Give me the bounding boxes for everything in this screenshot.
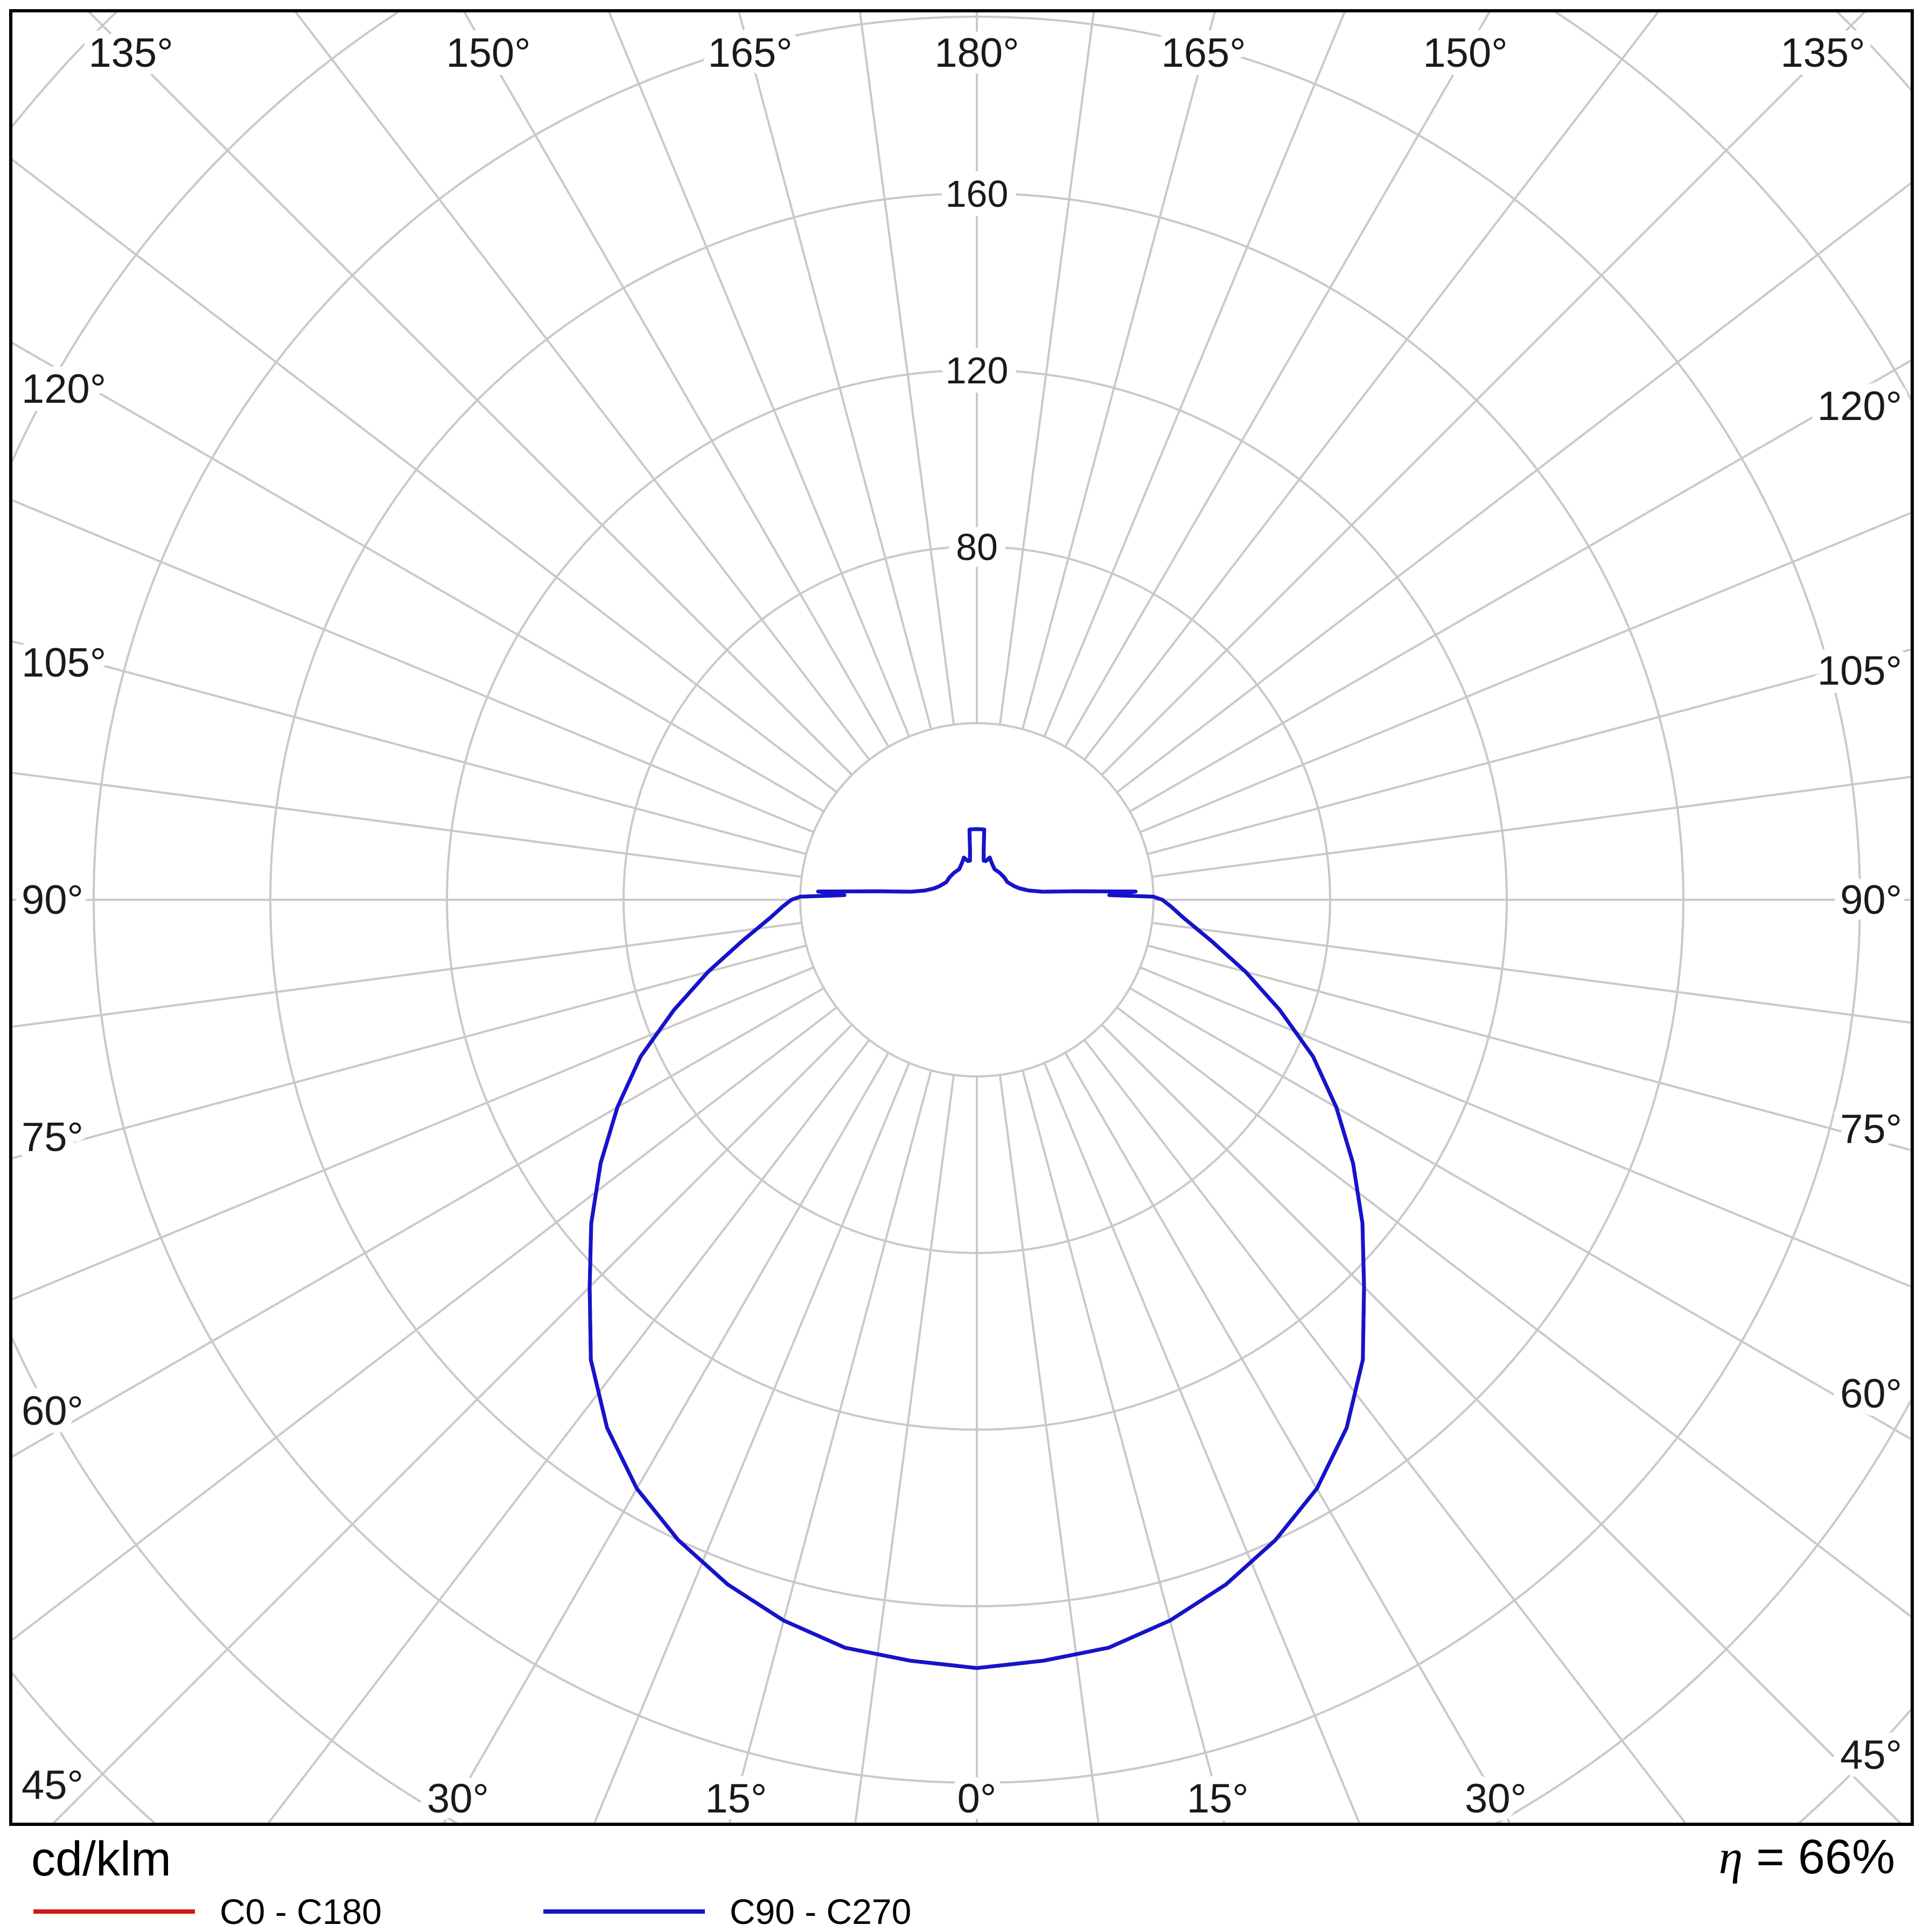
svg-text:135°: 135° xyxy=(88,30,173,76)
eta-symbol: η xyxy=(1718,1831,1743,1884)
legend-item-c0-c180: C0 - C180 xyxy=(33,1891,382,1932)
svg-text:60°: 60° xyxy=(22,1388,83,1434)
svg-text:135°: 135° xyxy=(1780,30,1865,76)
svg-text:160: 160 xyxy=(946,173,1009,215)
svg-text:120°: 120° xyxy=(1817,383,1902,429)
svg-text:75°: 75° xyxy=(1840,1107,1902,1152)
svg-text:165°: 165° xyxy=(1161,30,1246,76)
svg-text:165°: 165° xyxy=(708,30,792,76)
svg-text:105°: 105° xyxy=(22,640,106,685)
svg-text:30°: 30° xyxy=(427,1776,489,1822)
efficiency-label: η = 66% xyxy=(1719,1830,1895,1885)
svg-text:75°: 75° xyxy=(22,1115,83,1160)
svg-text:90°: 90° xyxy=(22,877,83,923)
svg-text:105°: 105° xyxy=(1817,648,1902,694)
svg-text:120: 120 xyxy=(946,349,1009,391)
svg-text:90°: 90° xyxy=(1840,877,1902,923)
svg-text:150°: 150° xyxy=(446,30,530,76)
legend-label-c90-c270: C90 - C270 xyxy=(729,1892,912,1931)
svg-text:0°: 0° xyxy=(957,1776,997,1822)
svg-text:60°: 60° xyxy=(1840,1371,1902,1417)
unit-label: cd/klm xyxy=(31,1832,172,1886)
legend-swatch-c0-c180 xyxy=(33,1909,195,1914)
svg-text:45°: 45° xyxy=(1840,1732,1902,1778)
legend-swatch-c90-c270 xyxy=(543,1909,705,1914)
svg-text:45°: 45° xyxy=(22,1762,83,1808)
svg-text:15°: 15° xyxy=(1187,1776,1249,1822)
svg-text:15°: 15° xyxy=(705,1776,767,1822)
svg-text:30°: 30° xyxy=(1465,1776,1527,1822)
legend-label-c0-c180: C0 - C180 xyxy=(220,1892,382,1931)
legend: C0 - C180 C90 - C270 xyxy=(33,1891,911,1932)
svg-text:120°: 120° xyxy=(22,366,106,412)
efficiency-value: = 66% xyxy=(1743,1830,1895,1884)
legend-item-c90-c270: C90 - C270 xyxy=(543,1891,912,1932)
svg-text:80: 80 xyxy=(956,526,998,568)
svg-text:150°: 150° xyxy=(1423,30,1507,76)
svg-text:180°: 180° xyxy=(934,30,1019,76)
